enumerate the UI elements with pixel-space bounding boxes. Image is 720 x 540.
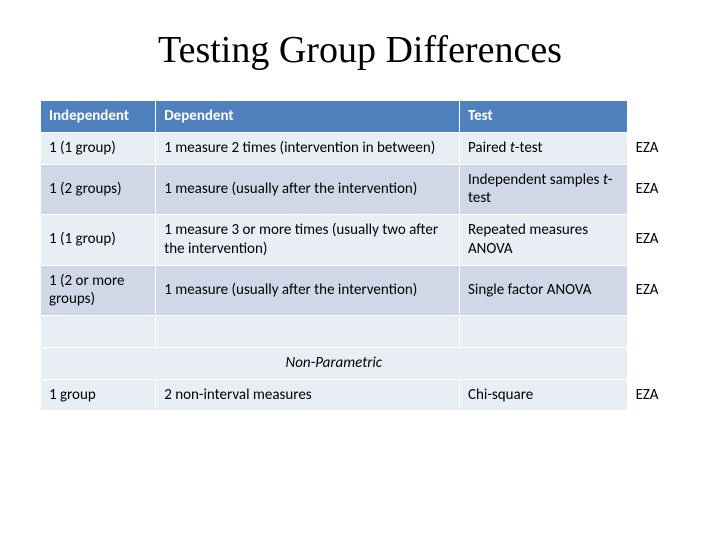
- col-independent: Independent: [41, 101, 156, 133]
- cell-independent: 1 (2 or more groups): [41, 265, 156, 316]
- table-row: 1 group 2 non-interval measures Chi-squa…: [41, 379, 680, 411]
- cell-tag: EZA: [627, 379, 679, 411]
- cell-tag: EZA: [627, 132, 679, 164]
- cell-independent: 1 group: [41, 379, 156, 411]
- nonparametric-label: Non-Parametric: [41, 347, 628, 379]
- col-blank: [627, 101, 679, 133]
- cell-dependent: 1 measure 2 times (intervention in betwe…: [156, 132, 460, 164]
- table-row: 1 (2 groups) 1 measure (usually after th…: [41, 164, 680, 215]
- page-title: Testing Group Differences: [40, 28, 680, 72]
- cell-independent: 1 (1 group): [41, 215, 156, 266]
- cell-test: Chi-square: [460, 379, 628, 411]
- cell-test: Paired t-test: [460, 132, 628, 164]
- table-row: 1 (1 group) 1 measure 3 or more times (u…: [41, 215, 680, 266]
- cell-dependent: 1 measure 3 or more times (usually two a…: [156, 215, 460, 266]
- cell-dependent: 2 non-interval measures: [156, 379, 460, 411]
- cell-dependent: 1 measure (usually after the interventio…: [156, 164, 460, 215]
- table-spacer-row: [41, 316, 680, 348]
- cell-independent: 1 (2 groups): [41, 164, 156, 215]
- cell-tag: EZA: [627, 164, 679, 215]
- nonparametric-header: Non-Parametric: [41, 347, 680, 379]
- tests-table: Independent Dependent Test 1 (1 group) 1…: [40, 100, 680, 411]
- cell-test: Repeated measures ANOVA: [460, 215, 628, 266]
- table-row: 1 (1 group) 1 measure 2 times (intervent…: [41, 132, 680, 164]
- slide: Testing Group Differences Independent De…: [0, 0, 720, 540]
- cell-dependent: 1 measure (usually after the interventio…: [156, 265, 460, 316]
- cell-test: Independent samples t-test: [460, 164, 628, 215]
- cell-test: Single factor ANOVA: [460, 265, 628, 316]
- cell-tag: EZA: [627, 265, 679, 316]
- table-header-row: Independent Dependent Test: [41, 101, 680, 133]
- col-test: Test: [460, 101, 628, 133]
- table-row: 1 (2 or more groups) 1 measure (usually …: [41, 265, 680, 316]
- cell-tag: EZA: [627, 215, 679, 266]
- col-dependent: Dependent: [156, 101, 460, 133]
- cell-independent: 1 (1 group): [41, 132, 156, 164]
